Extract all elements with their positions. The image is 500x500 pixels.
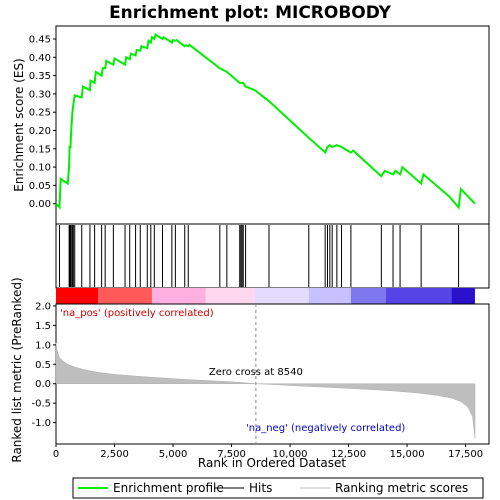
- chart-title: Enrichment plot: MICROBODY: [109, 3, 392, 23]
- pos-label: 'na_pos' (positively correlated): [60, 308, 214, 319]
- es-y-axis: 0.00 0.05 0.10 0.15 0.20 0.25 0.30 0.35 0.40 0.45: [29, 34, 56, 210]
- es-y-tick-label: 0.45: [29, 34, 51, 45]
- legend-label: Ranking metric scores: [335, 481, 468, 495]
- color-bar-segment: [351, 288, 386, 304]
- es-y-tick-label: 0.20: [29, 126, 51, 137]
- x-tick-label: 17,500: [448, 449, 483, 460]
- es-y-tick-label: 0.00: [29, 199, 51, 210]
- es-panel: [56, 26, 489, 224]
- es-y-tick-label: 0.25: [29, 108, 51, 119]
- color-bar-segment: [98, 288, 152, 304]
- metric-y-tick-label: 2.0: [35, 301, 51, 312]
- color-bar-segment: [255, 288, 309, 304]
- metric-y-tick-label: -1.0: [31, 418, 51, 429]
- metric-y-tick-label: -0.5: [31, 399, 51, 410]
- metric-y-tick-label: 0.5: [35, 360, 51, 371]
- es-y-tick-label: 0.40: [29, 53, 51, 64]
- zero-cross-label: Zero cross at 8540: [209, 367, 303, 378]
- es-y-axis-label: Enrichment score (ES): [12, 58, 26, 191]
- x-tick-label: 0: [53, 449, 59, 460]
- metric-y-tick-label: 0.0: [35, 379, 51, 390]
- metric-y-tick-label: 1.5: [35, 321, 51, 332]
- es-y-tick-label: 0.15: [29, 144, 51, 155]
- es-y-tick-label: 0.05: [29, 181, 51, 192]
- color-bar-segment: [452, 288, 475, 304]
- x-tick-label: 5,000: [159, 449, 188, 460]
- hits-panel: [56, 224, 489, 288]
- legend-label: Enrichment profile: [113, 481, 224, 495]
- color-bar-segment: [309, 288, 351, 304]
- x-tick-label: 15,000: [390, 449, 425, 460]
- metric-y-tick-label: 1.0: [35, 340, 51, 351]
- color-bar-segment: [386, 288, 452, 304]
- es-y-tick-label: 0.10: [29, 163, 51, 174]
- es-y-tick-label: 0.30: [29, 89, 51, 100]
- rank-color-bar: [56, 288, 475, 304]
- x-tick-label: 2,500: [100, 449, 129, 460]
- metric-y-axis: -1.0 -0.5 0.0 0.5 1.0 1.5 2.0: [31, 301, 56, 429]
- neg-label: 'na_neg' (negatively correlated): [246, 423, 405, 434]
- es-y-tick-label: 0.35: [29, 71, 51, 82]
- metric-y-axis-label: Ranked list metric (PreRanked): [10, 277, 24, 462]
- x-axis-label: Rank in Ordered Dataset: [198, 456, 346, 470]
- color-bar-segment: [152, 288, 206, 304]
- legend-label: Hits: [249, 481, 272, 495]
- color-bar-segment: [206, 288, 255, 304]
- color-bar-segment: [56, 288, 98, 304]
